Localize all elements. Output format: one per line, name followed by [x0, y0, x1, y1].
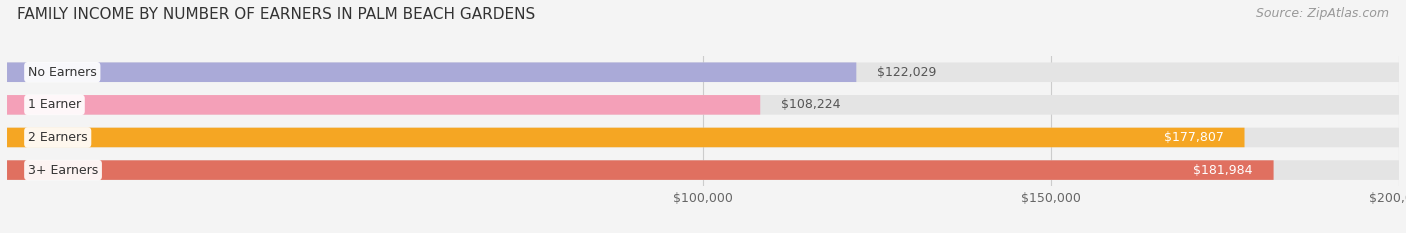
FancyBboxPatch shape — [7, 95, 1399, 115]
Text: $181,984: $181,984 — [1194, 164, 1253, 177]
FancyBboxPatch shape — [7, 160, 1274, 180]
Text: $122,029: $122,029 — [877, 66, 936, 79]
Text: $177,807: $177,807 — [1164, 131, 1223, 144]
Text: $108,224: $108,224 — [782, 98, 841, 111]
FancyBboxPatch shape — [7, 160, 1399, 180]
Text: No Earners: No Earners — [28, 66, 97, 79]
Text: 2 Earners: 2 Earners — [28, 131, 87, 144]
Text: 3+ Earners: 3+ Earners — [28, 164, 98, 177]
FancyBboxPatch shape — [7, 62, 1399, 82]
FancyBboxPatch shape — [7, 128, 1244, 147]
Text: Source: ZipAtlas.com: Source: ZipAtlas.com — [1256, 7, 1389, 20]
FancyBboxPatch shape — [7, 128, 1399, 147]
FancyBboxPatch shape — [7, 95, 761, 115]
Text: 1 Earner: 1 Earner — [28, 98, 82, 111]
FancyBboxPatch shape — [7, 62, 856, 82]
Text: FAMILY INCOME BY NUMBER OF EARNERS IN PALM BEACH GARDENS: FAMILY INCOME BY NUMBER OF EARNERS IN PA… — [17, 7, 536, 22]
